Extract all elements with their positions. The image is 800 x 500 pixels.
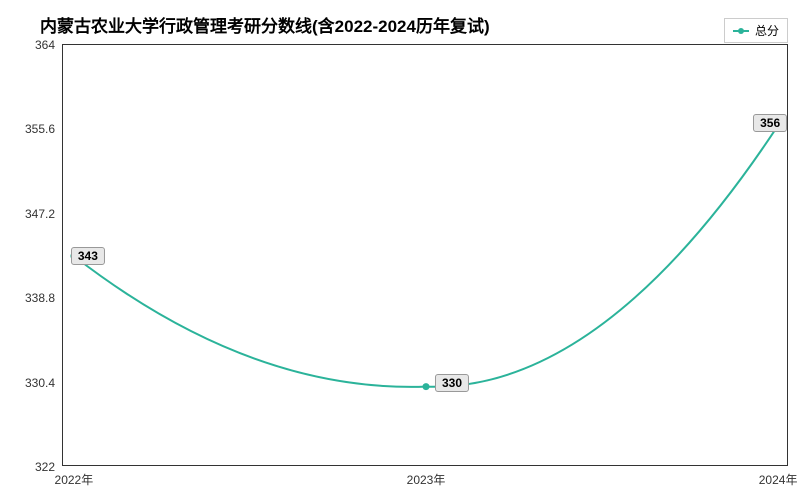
data-point-label: 343 [71,247,105,265]
x-axis-tick: 2022年 [55,465,94,488]
chart-container: 内蒙古农业大学行政管理考研分数线(含2022-2024历年复试) 总分 3223… [0,0,800,500]
y-axis-tick: 347.2 [25,207,63,221]
legend-marker-icon [733,30,749,32]
series-marker [423,383,430,390]
y-axis-tick: 330.4 [25,376,63,390]
data-point-label: 356 [753,114,787,132]
legend-label: 总分 [755,22,779,39]
y-axis-tick: 338.8 [25,291,63,305]
x-axis-tick: 2024年 [759,465,798,488]
y-axis-tick: 364 [35,38,63,52]
plot-area: 322330.4338.8347.2355.63642022年2023年2024… [62,44,788,466]
x-axis-tick: 2023年 [407,465,446,488]
data-point-label: 330 [435,374,469,392]
chart-title: 内蒙古农业大学行政管理考研分数线(含2022-2024历年复试) [40,12,490,37]
legend: 总分 [724,18,788,43]
y-axis-tick: 355.6 [25,122,63,136]
series-line [74,125,778,386]
line-chart-svg [63,45,789,467]
